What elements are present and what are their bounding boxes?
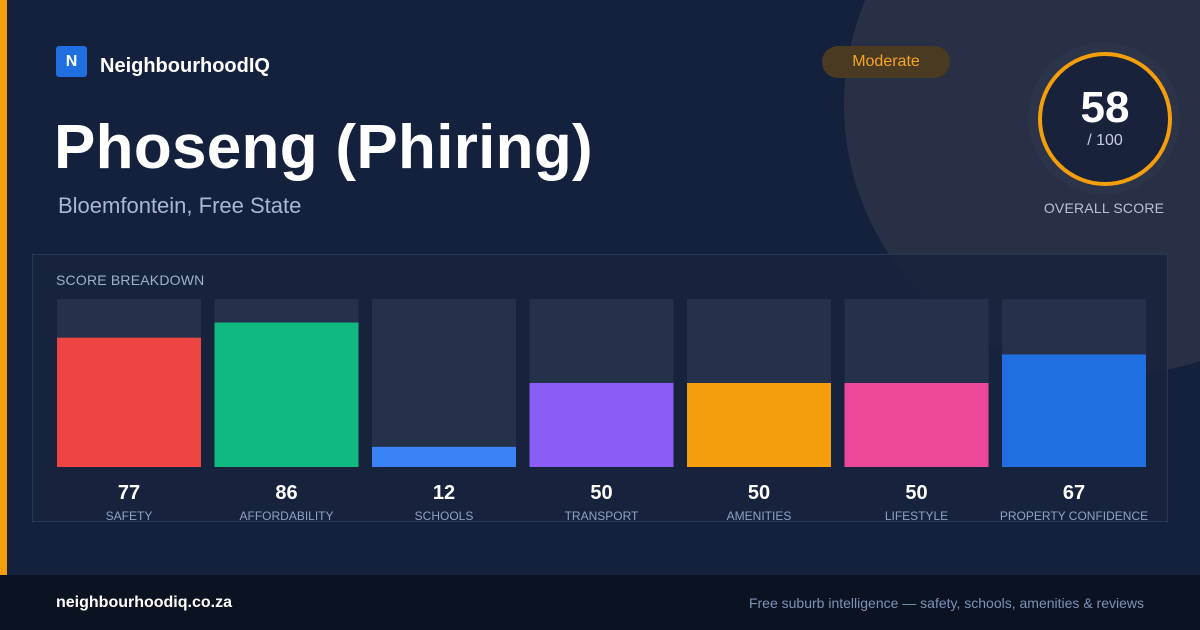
bar-value-safety: 77 [118,482,140,504]
rating-badge: Moderate [822,46,950,78]
bar-value-schools: 12 [433,482,455,504]
brand-name: NeighbourhoodIQ [100,55,270,77]
bar-label-lifestyle: LIFESTYLE [885,509,948,523]
score-breakdown-chart: 77 SAFETY 86 AFFORDABILITY 12 SCHOOLS 50 TRANSP… [57,299,1148,523]
bar-label-transport: TRANSPORT [565,509,639,523]
bar-value-lifestyle: 50 [905,482,927,504]
bar-track-schools [372,299,516,467]
bar-lifestyle [844,383,989,467]
bar-value-affordability: 86 [275,482,297,504]
bar-property-confidence [1002,354,1146,467]
bar-affordability [214,322,359,467]
breakdown-title: SCORE BREAKDOWN [56,272,205,288]
bar-value-property-confidence: 67 [1063,482,1085,504]
overall-score-max: / 100 [1087,132,1123,149]
bar-safety [57,337,201,467]
bar-schools [372,446,516,467]
brand: N NeighbourhoodIQ [56,46,270,78]
overall-score-value: 58 [1080,83,1130,132]
footer-url: neighbourhoodiq.co.za [56,594,232,611]
footer-tagline: Free suburb intelligence — safety, schoo… [748,595,1144,611]
bar-label-amenities: AMENITIES [727,509,792,523]
bar-transport [529,383,674,467]
bar-label-schools: SCHOOLS [415,509,474,523]
suburb-title: Phoseng (Phiring) [54,113,593,182]
bar-amenities [687,383,831,467]
overall-score-label: OVERALL SCORE [1043,200,1165,216]
bar-label-safety: SAFETY [106,509,153,523]
accent-stripe [0,0,7,575]
bar-label-affordability: AFFORDABILITY [239,509,333,523]
score-breakdown-panel: SCORE BREAKDOWN 77 SAFETY 86 AFFORDABILITY 1… [32,254,1168,523]
footer: neighbourhoodiq.co.za Free suburb intell… [0,575,1200,630]
bar-label-property-confidence: PROPERTY CONFIDENCE [1000,509,1148,523]
bar-value-transport: 50 [590,482,612,504]
score-ring [1038,52,1172,186]
bar-value-amenities: 50 [748,482,770,504]
brand-logo-icon: N [56,46,87,77]
suburb-location: Bloemfontein, Free State [58,193,302,218]
